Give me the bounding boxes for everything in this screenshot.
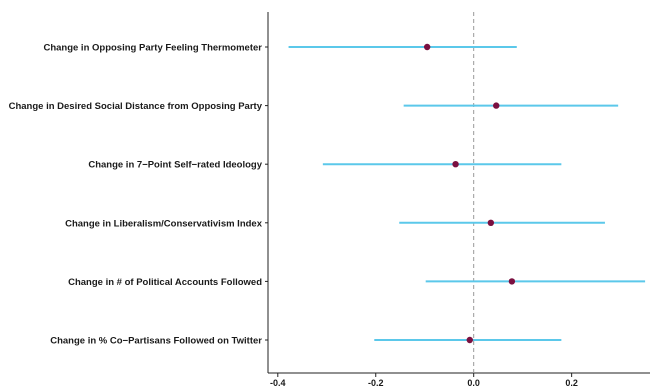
category-label: Change in Liberalism/Conservativism Inde… xyxy=(65,218,263,229)
point-estimate xyxy=(466,336,473,344)
point-estimate xyxy=(493,102,500,109)
point-estimate xyxy=(452,161,459,168)
category-label: Change in Opposing Party Feeling Thermom… xyxy=(43,43,262,54)
category-label: Change in 7−Point Self−rated Ideology xyxy=(88,160,262,171)
point-estimate xyxy=(487,219,495,226)
x-tick-label: 0.0 xyxy=(467,378,480,388)
point-estimate xyxy=(508,278,516,285)
category-label: Change in # of Political Accounts Follow… xyxy=(68,277,262,288)
category-label: Change in Desired Social Distance from O… xyxy=(9,101,263,112)
point-estimate xyxy=(423,43,431,51)
category-label: Change in % Co−Partisans Followed on Twi… xyxy=(50,336,262,347)
x-tick-label: 0.2 xyxy=(565,378,578,388)
x-tick-label: -0.4 xyxy=(270,378,286,388)
x-tick-label: -0.2 xyxy=(368,378,384,388)
